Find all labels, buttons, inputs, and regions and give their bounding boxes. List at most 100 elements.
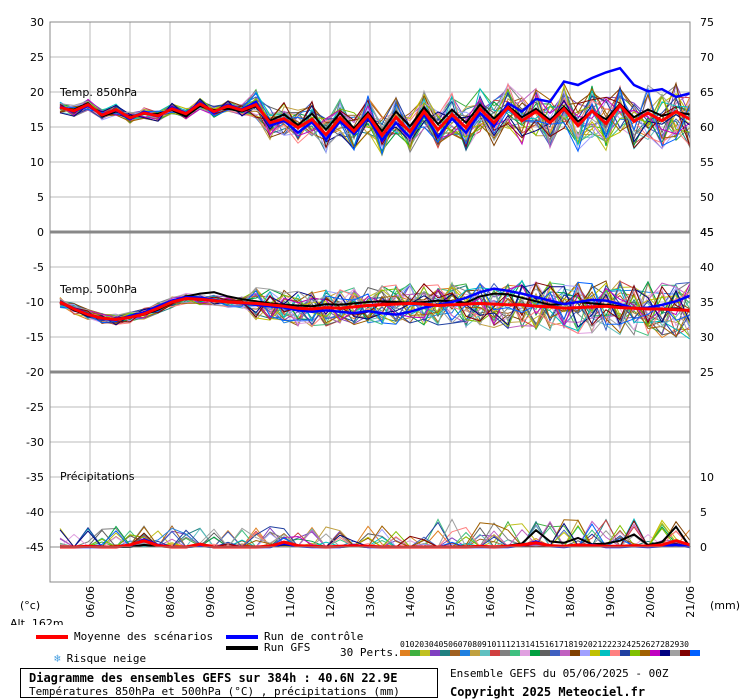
left-tick-label: -45 — [26, 541, 44, 554]
right-tick-label: 55 — [700, 156, 714, 169]
right-tick-label: 70 — [700, 51, 714, 64]
right-tick-label: 35 — [700, 296, 714, 309]
perturbation-swatch — [440, 650, 450, 656]
perturbation-line — [59, 285, 691, 338]
left-tick-label: 15 — [30, 121, 44, 134]
left-tick-label: 30 — [30, 16, 44, 29]
date-tick-label: 08/06 — [164, 586, 177, 618]
perturbation-swatch — [470, 650, 480, 656]
series-line — [59, 296, 691, 322]
right-tick-label: 45 — [700, 226, 714, 239]
perturbation-swatch — [510, 650, 520, 656]
legend-control: Run de contrôle — [226, 630, 363, 643]
left-tick-label: -10 — [26, 296, 44, 309]
legend-gfs-label: Run GFS — [264, 641, 311, 654]
ensemble-chart: 302520151050-5-10-15-20-25-30-35-40-4545… — [10, 16, 740, 625]
altitude-label: Alt. 162m — [10, 617, 64, 625]
legend-control-swatch — [226, 634, 258, 639]
perturbation-swatch — [680, 650, 690, 656]
date-tick-label: 20/06 — [644, 586, 657, 618]
perturbation-swatch — [690, 650, 700, 656]
perturbation-swatch — [450, 650, 460, 656]
date-tick-label: 09/06 — [204, 586, 217, 618]
date-tick-label: 12/06 — [324, 586, 337, 618]
perturbation-swatch — [420, 650, 430, 656]
legend-gfs: Run GFS — [226, 641, 310, 654]
left-tick-label: -5 — [33, 261, 44, 274]
perturbation-swatch — [500, 650, 510, 656]
right-tick-label: 45 — [700, 226, 714, 239]
left-tick-label: 10 — [30, 156, 44, 169]
run-info: Ensemble GEFS du 05/06/2025 - 00Z — [450, 667, 669, 680]
left-tick-label: -25 — [26, 401, 44, 414]
perturbation-swatch — [630, 650, 640, 656]
perturbation-swatch — [600, 650, 610, 656]
date-tick-label: 19/06 — [604, 586, 617, 618]
left-tick-label: -35 — [26, 471, 44, 484]
perturbation-line — [59, 84, 691, 157]
panel-label-precip: Précipitations — [60, 470, 135, 483]
legend-snow-label: Risque neige — [66, 652, 147, 665]
left-tick-label: 0 — [37, 226, 44, 239]
left-tick-label: -15 — [26, 331, 44, 344]
date-tick-label: 07/06 — [124, 586, 137, 618]
snowflake-icon: ❄ — [54, 652, 61, 665]
chart-title: Diagramme des ensembles GEFS sur 384h : … — [29, 671, 398, 685]
perturbation-label: 30 Perts. — [340, 646, 400, 659]
perturbation-swatch — [670, 650, 680, 656]
date-tick-label: 18/06 — [564, 586, 577, 618]
date-tick-label: 16/06 — [484, 586, 497, 618]
right-tick-label: 50 — [700, 191, 714, 204]
left-tick-label: 20 — [30, 86, 44, 99]
panel-label-850: Temp. 850hPa — [59, 86, 137, 99]
right-tick-label: 40 — [700, 261, 714, 274]
legend-control-label: Run de contrôle — [264, 630, 364, 643]
right-unit-label: (mm) — [710, 599, 740, 612]
left-tick-label: -20 — [26, 366, 44, 379]
title-box: Diagramme des ensembles GEFS sur 384h : … — [20, 668, 438, 698]
date-tick-label: 14/06 — [404, 586, 417, 618]
date-tick-label: 17/06 — [524, 586, 537, 618]
perturbation-swatch — [530, 650, 540, 656]
date-tick-label: 11/06 — [284, 586, 297, 618]
perturbation-swatch — [520, 650, 530, 656]
axes: 302520151050-5-10-15-20-25-30-35-40-4545… — [26, 16, 714, 618]
date-tick-label: 15/06 — [444, 586, 457, 618]
right-tick-label: 10 — [700, 471, 714, 484]
perturbation-swatch — [650, 650, 660, 656]
legend-snow: ❄ Risque neige — [54, 652, 146, 665]
perturbation-swatch — [550, 650, 560, 656]
perturbation-swatch — [430, 650, 440, 656]
series-line — [59, 287, 691, 322]
right-tick-label: 0 — [700, 541, 707, 554]
left-tick-label: -30 — [26, 436, 44, 449]
perturbation-swatch — [490, 650, 500, 656]
right-tick-label: 25 — [700, 366, 714, 379]
legend: Moyenne des scénarios Run de contrôle Ru… — [0, 622, 740, 700]
perturbation-swatch — [400, 650, 410, 656]
date-tick-label: 06/06 — [84, 586, 97, 618]
right-tick-label: 5 — [700, 506, 707, 519]
chart-subtitle: Températures 850hPa et 500hPa (°C) , pré… — [29, 685, 400, 698]
perturbation-swatch — [410, 650, 420, 656]
perturbation-swatch — [570, 650, 580, 656]
perturbation-swatch — [590, 650, 600, 656]
right-tick-label: 65 — [700, 86, 714, 99]
perturbation-swatch — [580, 650, 590, 656]
panel-label-500: Temp. 500hPa — [59, 283, 137, 296]
left-unit-label: (°c) — [20, 599, 40, 612]
perturbation-swatch — [540, 650, 550, 656]
legend-gfs-swatch — [226, 645, 258, 650]
date-tick-label: 13/06 — [364, 586, 377, 618]
perturbation-swatch — [560, 650, 570, 656]
right-tick-label: 75 — [700, 16, 714, 29]
perturbation-swatch — [640, 650, 650, 656]
perturbation-swatch — [660, 650, 670, 656]
perturbation-swatch — [620, 650, 630, 656]
perturbation-swatch — [610, 650, 620, 656]
left-tick-label: 25 — [30, 51, 44, 64]
legend-mean-label: Moyenne des scénarios — [74, 630, 214, 643]
perturbation-swatch — [480, 650, 490, 656]
copyright: Copyright 2025 Meteociel.fr — [450, 685, 646, 699]
legend-mean: Moyenne des scénarios — [36, 630, 213, 643]
